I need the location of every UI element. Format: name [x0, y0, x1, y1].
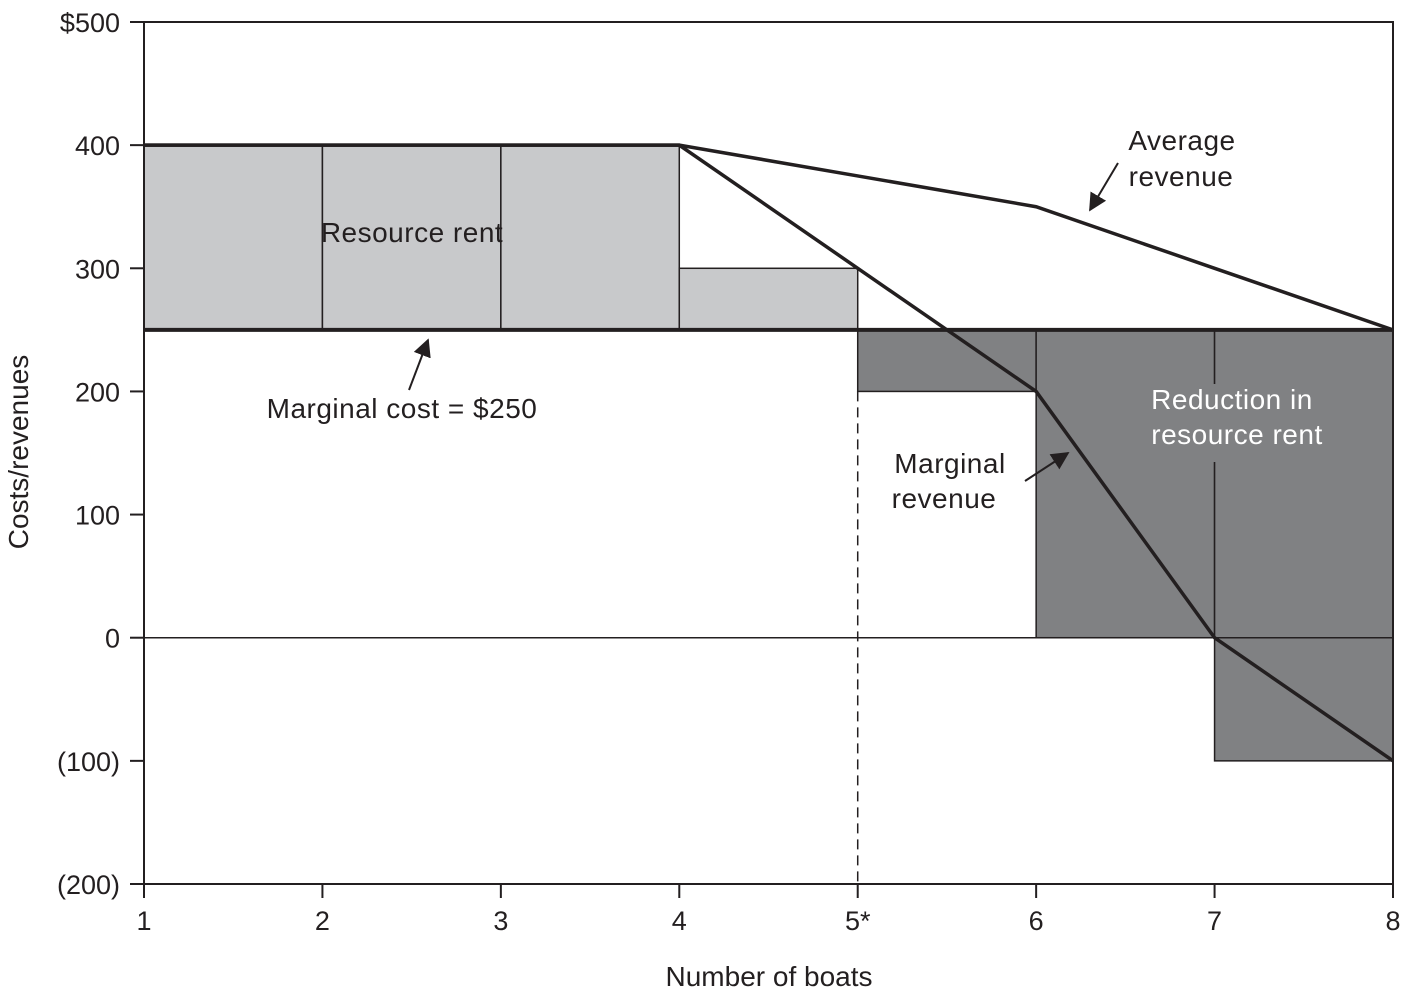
y-tick-label-5: 0 [105, 624, 120, 654]
reduction-label-backdrop [1135, 384, 1335, 462]
y-axis-title: Costs/revenues [3, 355, 34, 550]
reduction-label-line1: Reduction in [1151, 384, 1313, 415]
average-revenue-arrow [1089, 162, 1119, 212]
y-tick-label-1: 400 [75, 131, 120, 161]
x-tick-label-1: 2 [315, 906, 330, 936]
reduction-label-line2: resource rent [1151, 419, 1322, 450]
y-tick-label-0: $500 [60, 8, 120, 38]
x-tick-labels: 1 2 3 4 5* 6 7 8 [136, 906, 1400, 936]
marginal-revenue-label-line2: revenue [892, 483, 997, 514]
x-tick-label-0: 1 [136, 906, 151, 936]
x-tick-label-7: 8 [1385, 906, 1400, 936]
y-tick-label-2: 300 [75, 254, 120, 284]
x-axis-title: Number of boats [666, 961, 873, 992]
average-revenue-label-line2: revenue [1129, 161, 1234, 192]
resource-rent-block-2 [321, 144, 502, 331]
plot-frame [143, 21, 1394, 885]
x-tick-label-2: 3 [493, 906, 508, 936]
y-tick-labels: $500 400 300 200 100 0 (100) (200) [57, 8, 120, 900]
x-tick-label-5: 6 [1029, 906, 1044, 936]
y-tick-label-4: 100 [75, 501, 120, 531]
average-revenue-label-line1: Average [1128, 125, 1235, 156]
marginal-revenue-line [144, 143, 1394, 763]
y-tick-label-7: (200) [57, 870, 120, 900]
marginal-revenue-arrow [1024, 452, 1070, 482]
resource-rent-block-1 [143, 144, 324, 331]
resource-rent-block-3 [500, 144, 681, 331]
marginal-revenue-label-line1: Marginal [894, 448, 1005, 479]
marginal-cost-label: Marginal cost = $250 [267, 393, 538, 424]
resource-rent-block-4 [678, 267, 859, 331]
rent-reduction-block-1 [856, 329, 1037, 393]
x-tick-label-4: 5* [845, 906, 871, 936]
marginal-cost-arrow [408, 338, 431, 391]
resource-rent-label: Resource rent [321, 217, 503, 248]
x-tick-label-3: 4 [672, 906, 687, 936]
y-tick-label-3: 200 [75, 377, 120, 407]
axis-ticks [130, 21, 1394, 898]
y-tick-label-6: (100) [57, 747, 120, 777]
series-lines [144, 143, 1394, 763]
rent-reduction-block-2 [1035, 329, 1216, 639]
x-tick-label-6: 7 [1207, 906, 1222, 936]
